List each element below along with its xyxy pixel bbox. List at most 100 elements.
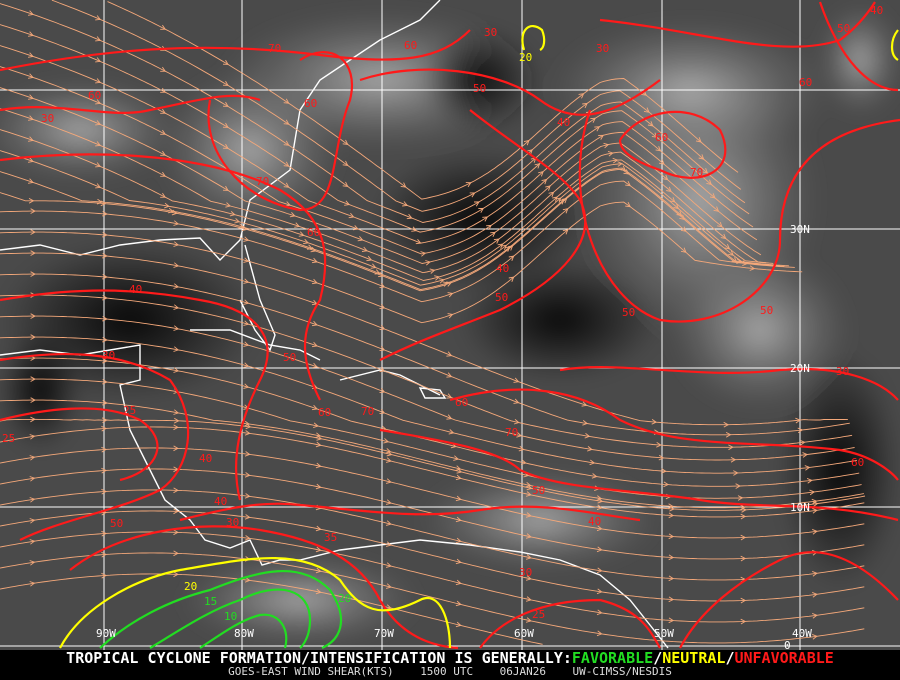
streamline	[0, 108, 767, 274]
longitude-label: 40W	[792, 627, 812, 640]
shear-contour	[578, 109, 900, 323]
streamline	[0, 3, 746, 223]
shear-contour	[0, 94, 261, 114]
shear-contour	[890, 29, 899, 61]
shear-contour	[59, 557, 452, 649]
contour-label: 60	[307, 226, 320, 239]
streamline	[0, 426, 865, 518]
contour-label: 50	[837, 22, 850, 35]
contour-label: 60	[655, 131, 668, 144]
streamline	[0, 87, 762, 264]
legend-favorable: FAVORABLE	[571, 649, 654, 667]
legend-neutral: NEUTRAL	[662, 649, 726, 667]
contour-label: 60	[455, 396, 468, 409]
contour-label: 30	[484, 26, 497, 39]
shear-contour	[199, 613, 288, 649]
contour-label: 70	[256, 175, 269, 188]
dark-clear-area	[370, 150, 590, 290]
coastline	[0, 344, 669, 649]
product-info: GOES-EAST WIND SHEAR(KTS) 1500 UTC 06JAN…	[0, 666, 900, 678]
contour-label: 70	[690, 166, 703, 179]
contour-label: 60	[304, 97, 317, 110]
contour-label: 40	[588, 515, 601, 528]
contour-label: 60	[799, 76, 812, 89]
latitude-label: 10N	[790, 501, 810, 514]
satellite-map-canvas: 70 60 30 20 30 50 40 60 60 30 60 50 40 60 70 70 60 40 50 40…	[0, 0, 900, 650]
streamline	[0, 150, 779, 286]
streamline	[0, 273, 850, 436]
contour-label: 60	[851, 456, 864, 469]
streamline	[0, 252, 848, 426]
longitude-label: 80W	[234, 627, 254, 640]
shear-contour	[559, 366, 899, 401]
contour-label: 70	[505, 426, 518, 439]
shear-contour	[0, 407, 159, 482]
shear-contour	[599, 1, 876, 48]
streamline	[0, 168, 789, 292]
streamline	[0, 573, 543, 645]
contour-label: 40	[199, 452, 212, 465]
contour-label: 25	[532, 608, 545, 621]
contour-label: 60	[88, 89, 101, 102]
streamline	[0, 378, 862, 499]
contour-labels: 70 60 30 20 30 50 40 60 60 30 60 50 40 60 70 70 60 40 50 40…	[2, 4, 883, 623]
streamline	[0, 24, 750, 233]
shear-contour	[618, 110, 727, 179]
contour-label: 30	[102, 349, 115, 362]
contour-label: 35	[324, 531, 337, 544]
shear-contour	[679, 551, 899, 649]
streamline	[0, 66, 758, 255]
contour-label: 70	[268, 42, 281, 55]
bright-cloud	[820, 5, 900, 115]
streamline	[0, 336, 858, 474]
coastlines	[0, 0, 669, 649]
shear-contour	[149, 588, 312, 649]
shear-contour	[99, 570, 342, 650]
shear-contour	[521, 25, 546, 51]
longitude-label: 50W	[654, 627, 674, 640]
dark-clear-area	[780, 350, 900, 590]
latitude-label: 20N	[790, 362, 810, 375]
dark-clear-area	[420, 30, 540, 130]
contour-label: 20	[338, 592, 351, 605]
streamline	[0, 201, 803, 324]
shear-contour	[359, 68, 661, 116]
latitude-label: 30N	[790, 223, 810, 236]
product-source: UW-CIMSS/NESDIS	[572, 665, 672, 678]
streamline	[0, 167, 785, 291]
contour-label: 50	[532, 484, 545, 497]
product-name: GOES-EAST WIND SHEAR(KTS)	[228, 665, 394, 678]
contour-label: 40	[214, 495, 227, 508]
streamline	[0, 399, 864, 509]
streamline	[51, 0, 742, 212]
contour-label: 15	[204, 595, 217, 608]
shear-contours	[0, 1, 900, 650]
longitude-label: 90W	[96, 627, 116, 640]
legend-slash: /	[725, 649, 735, 667]
contour-label: 20	[184, 580, 197, 593]
axis-labels: 90W 80W 70W 60W 50W 40W 30N 20N 10N 0	[96, 223, 812, 650]
streamline	[0, 294, 853, 448]
product-date: 06JAN26	[499, 665, 547, 678]
shear-contour	[379, 109, 587, 361]
shear-contour	[0, 352, 190, 541]
streamline	[107, 1, 739, 200]
streamline	[0, 552, 865, 644]
streamline	[0, 315, 855, 461]
dark-clear-area	[460, 260, 660, 380]
product-time: 1500 UTC	[420, 665, 474, 678]
shear-contour	[179, 502, 641, 522]
streamline	[0, 531, 865, 623]
contour-label: 60	[404, 39, 417, 52]
shear-contour	[0, 153, 327, 401]
footer-bar: TROPICAL CYCLONE FORMATION/INTENSIFICATI…	[0, 650, 900, 680]
contour-label: 30	[226, 516, 239, 529]
streamline	[0, 45, 754, 244]
formation-legend: TROPICAL CYCLONE FORMATION/INTENSIFICATI…	[0, 650, 900, 666]
shear-contour	[479, 598, 661, 649]
contour-label: 30	[41, 112, 54, 125]
contour-label: 50	[473, 82, 486, 95]
streamline	[0, 180, 795, 303]
contour-label: 25	[2, 432, 15, 445]
contour-label: 20	[519, 51, 532, 64]
